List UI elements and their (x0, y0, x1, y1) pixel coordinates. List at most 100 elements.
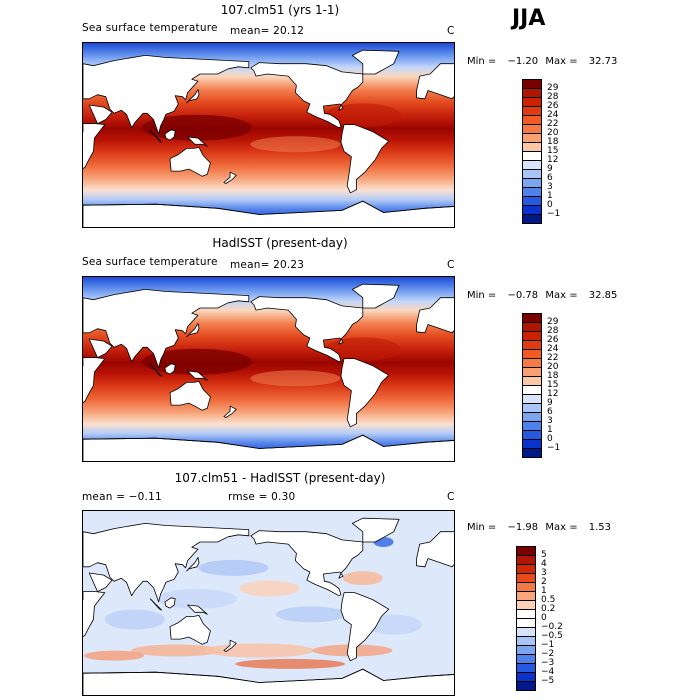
cold-tongue (250, 136, 341, 153)
land-outline (250, 296, 364, 363)
colorbar-label: 0.5 (541, 595, 556, 605)
land-outline (187, 370, 208, 381)
colorbar-label: 0.2 (541, 604, 556, 614)
colorbar-label: −3 (541, 658, 555, 668)
anomaly-region (198, 559, 269, 576)
colorbar-label: −5 (541, 676, 555, 686)
colorbar-label: 1 (547, 425, 553, 435)
land-outline (250, 62, 364, 129)
land-outline (351, 49, 400, 75)
land-outline (186, 557, 200, 572)
panel-2-minmax: Min = −0.78 Max = 32.85 (467, 290, 617, 301)
anomaly-region (131, 644, 222, 657)
colorbar-label: 20 (547, 362, 559, 372)
colorbar-label: −1 (547, 209, 561, 219)
land-outline (169, 615, 211, 645)
panel-1-max-label: Max = (545, 56, 578, 67)
colorbar-label: 28 (547, 326, 559, 336)
colorbar-label: 9 (547, 164, 553, 174)
colorbar-label: 4 (541, 559, 547, 569)
panel-1-min-value: −1.20 (507, 56, 539, 67)
colorbar-label: 12 (547, 155, 559, 165)
panel-2-min-label: Min = (467, 290, 497, 301)
atlantic-warm-region (324, 103, 401, 128)
cold-tongue (250, 370, 341, 387)
colorbar-swatch (516, 681, 536, 691)
anomaly-region (84, 650, 145, 661)
land-outline (340, 124, 390, 194)
colorbar-label: 1 (541, 586, 547, 596)
colorbar-label: 0 (547, 434, 553, 444)
land-outline (223, 405, 237, 418)
colorbar-label: −1 (541, 640, 555, 650)
colorbar-label: 22 (547, 119, 559, 129)
anomaly-region (235, 658, 346, 669)
land-outline (416, 531, 454, 568)
panel-2-variable: Sea surface temperature (82, 256, 218, 268)
anomaly-region (104, 609, 165, 630)
colorbar-label: 15 (547, 380, 559, 390)
land-outline (169, 147, 211, 177)
season-label: JJA (512, 6, 546, 31)
colorbar-label: 20 (547, 128, 559, 138)
panel-1-mean: mean= 20.12 (230, 25, 305, 37)
colorbar-swatch (522, 214, 542, 224)
colorbar-label: 6 (547, 173, 553, 183)
colorbar-label: 28 (547, 92, 559, 102)
panel-3-max-label: Max = (545, 522, 578, 533)
colorbar-label: 3 (547, 416, 553, 426)
colorbar-label: 3 (541, 568, 547, 578)
land-outline (223, 171, 237, 184)
colorbar-label: 22 (547, 353, 559, 363)
colorbar-label: 24 (547, 110, 559, 120)
land-outline (351, 283, 400, 309)
panel-2-title: HadISST (present-day) (212, 236, 348, 250)
land-outline (186, 323, 200, 338)
land-outline (416, 63, 454, 100)
panel-1-map (82, 42, 455, 228)
colorbar-label: 29 (547, 317, 559, 327)
colorbar-label: −4 (541, 667, 555, 677)
colorbar-label: −1 (547, 443, 561, 453)
colorbar-label: 24 (547, 344, 559, 354)
land-outline (164, 363, 176, 375)
panel-2-map (82, 276, 455, 462)
colorbar-label: 0 (547, 200, 553, 210)
panel-1-unit: C (447, 25, 455, 37)
antarctica-coastline (83, 200, 454, 215)
land-outline (88, 104, 113, 124)
panel-1-min-label: Min = (467, 56, 497, 67)
colorbar-label: 29 (547, 83, 559, 93)
panel-3-min-value: −1.98 (507, 522, 539, 533)
colorbar-swatch (522, 448, 542, 458)
panel-3-rmse: rmse = 0.30 (228, 491, 296, 503)
panel-3-title: 107.clm51 - HadISST (present-day) (174, 471, 386, 485)
land-outline (164, 597, 176, 609)
anomaly-region (204, 643, 315, 658)
panel-1-variable: Sea surface temperature (82, 22, 218, 34)
colorbar-label: 18 (547, 371, 559, 381)
anomaly-region (275, 606, 346, 623)
atlantic-warm-region (324, 337, 401, 362)
panel-3-minmax: Min = −1.98 Max = 1.53 (467, 522, 611, 533)
colorbar-label: 18 (547, 137, 559, 147)
colorbar-label: 9 (547, 398, 553, 408)
land-outline (83, 54, 250, 135)
land-outline (83, 288, 250, 369)
colorbar-label: 12 (547, 389, 559, 399)
land-outline (164, 129, 176, 141)
panel-2-max-label: Max = (545, 290, 578, 301)
land-outline (83, 357, 106, 404)
land-outline (340, 592, 390, 662)
panel-2-mean: mean= 20.23 (230, 259, 305, 271)
colorbar-label: 6 (547, 407, 553, 417)
land-outline (250, 530, 364, 597)
land-outline (83, 123, 106, 170)
anomaly-region (239, 580, 300, 597)
panel-3-mean: mean = −0.11 (82, 491, 162, 503)
panel-3-map (82, 510, 455, 696)
land-outline (83, 522, 250, 603)
panel-1-max-value: 32.73 (588, 56, 618, 67)
colorbar-label: 2 (541, 577, 547, 587)
panel-2-max-value: 32.85 (588, 290, 618, 301)
